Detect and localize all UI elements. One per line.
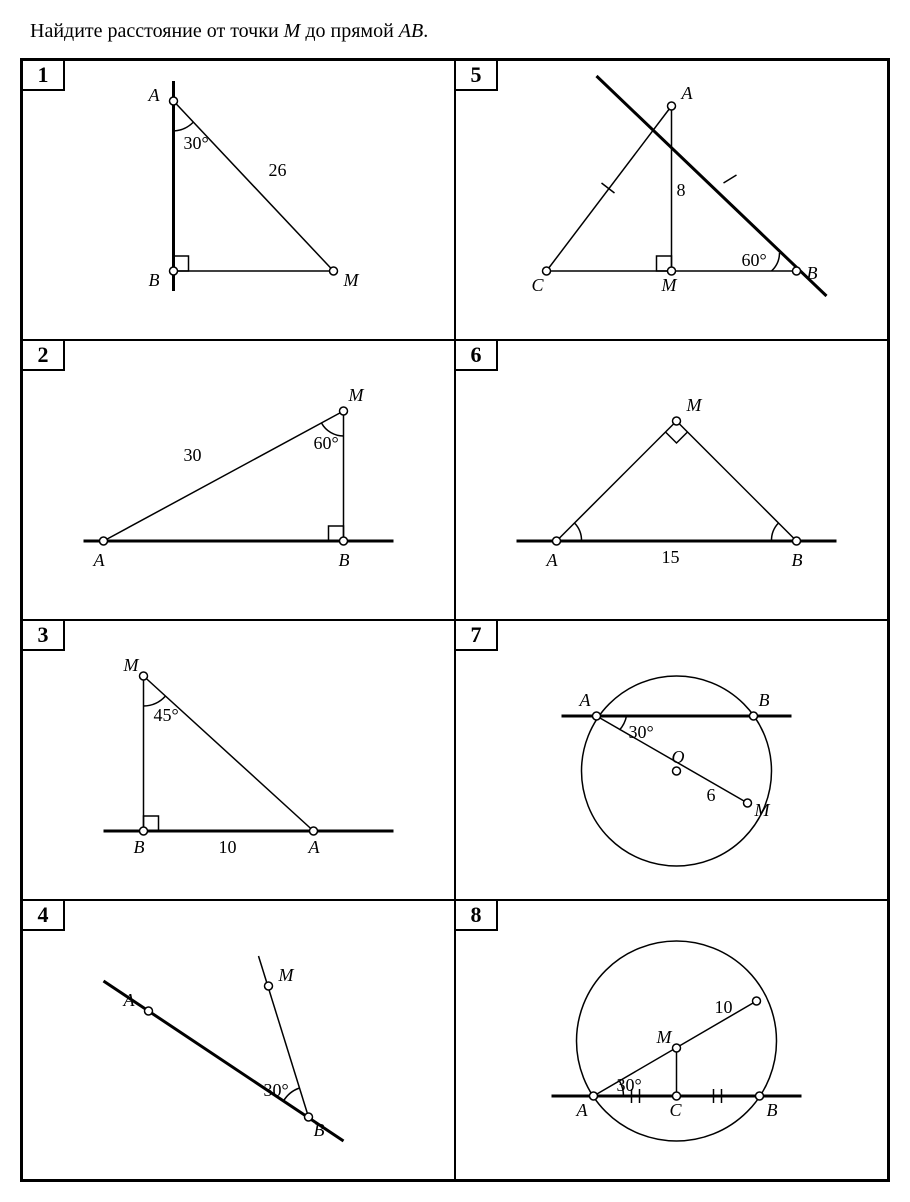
- label-A: A: [123, 990, 136, 1010]
- label-M: M: [754, 800, 771, 820]
- angle-8: 30°: [617, 1075, 642, 1095]
- label-A: A: [681, 83, 694, 103]
- title-M: M: [284, 20, 301, 42]
- figure-6: A B M 15: [456, 341, 887, 619]
- title-AB: AB: [399, 20, 423, 42]
- label-B: B: [149, 270, 160, 290]
- angle-1: 30°: [184, 133, 209, 153]
- figure-5: A C M B 8 60°: [456, 61, 887, 339]
- problem-grid: 1 A B M 30° 26 5: [20, 58, 890, 1182]
- cell-number-6: 6: [456, 341, 498, 371]
- cell-6: 6 A B M 15: [455, 340, 888, 620]
- cell-5: 5 A C M B 8 60°: [455, 60, 888, 340]
- angle-2: 60°: [314, 433, 339, 453]
- angle-5: 60°: [742, 250, 767, 270]
- cell-3: 3 M B A 45° 10: [22, 620, 455, 900]
- label-A: A: [576, 1100, 589, 1120]
- label-A: A: [93, 550, 106, 570]
- label-M: M: [123, 655, 140, 675]
- label-M: M: [278, 965, 295, 985]
- title-text-3: .: [423, 20, 428, 42]
- label-B: B: [339, 550, 350, 570]
- figure-1: A B M 30° 26: [23, 61, 454, 339]
- label-M: M: [343, 270, 360, 290]
- label-B: B: [807, 263, 818, 283]
- label-A: A: [308, 837, 321, 857]
- label-M: M: [656, 1027, 673, 1047]
- angle-7: 30°: [629, 722, 654, 742]
- label-O: O: [672, 747, 685, 767]
- label-B: B: [314, 1120, 325, 1140]
- label-M: M: [348, 385, 365, 405]
- figure-8: A B C M 30° 10: [456, 901, 887, 1179]
- side-8: 10: [715, 997, 733, 1017]
- side-1: 26: [269, 160, 287, 180]
- cell-8: 8 A B C M 30° 10: [455, 900, 888, 1180]
- cell-number-5: 5: [456, 61, 498, 91]
- cell-1: 1 A B M 30° 26: [22, 60, 455, 340]
- cell-number-7: 7: [456, 621, 498, 651]
- figure-4: A B M 30°: [23, 901, 454, 1179]
- cell-number-2: 2: [23, 341, 65, 371]
- side-2: 30: [184, 445, 202, 465]
- cell-number-1: 1: [23, 61, 65, 91]
- side-6: 15: [662, 547, 680, 567]
- title-text-2: до прямой: [300, 20, 398, 42]
- cell-7: 7 A B O M 30° 6: [455, 620, 888, 900]
- cell-number-8: 8: [456, 901, 498, 931]
- label-A: A: [546, 550, 559, 570]
- side-5: 8: [677, 180, 686, 200]
- label-M: M: [661, 275, 678, 295]
- figure-3: M B A 45° 10: [23, 621, 454, 899]
- figure-7: A B O M 30° 6: [456, 621, 887, 899]
- label-B: B: [767, 1100, 778, 1120]
- label-A: A: [579, 690, 592, 710]
- label-C: C: [532, 275, 545, 295]
- side-7: 6: [707, 785, 716, 805]
- label-B: B: [134, 837, 145, 857]
- label-M: M: [686, 395, 703, 415]
- cell-4: 4 A B M 30°: [22, 900, 455, 1180]
- cell-2: 2 A B M 30 60°: [22, 340, 455, 620]
- page-title: Найдите расстояние от точки M до прямой …: [20, 20, 890, 43]
- title-text-1: Найдите расстояние от точки: [30, 20, 284, 42]
- side-3: 10: [219, 837, 237, 857]
- label-B: B: [792, 550, 803, 570]
- cell-number-4: 4: [23, 901, 65, 931]
- label-B: B: [759, 690, 770, 710]
- angle-3: 45°: [154, 705, 179, 725]
- label-A: A: [148, 85, 161, 105]
- cell-number-3: 3: [23, 621, 65, 651]
- angle-4: 30°: [264, 1080, 289, 1100]
- label-C: C: [670, 1100, 683, 1120]
- figure-2: A B M 30 60°: [23, 341, 454, 619]
